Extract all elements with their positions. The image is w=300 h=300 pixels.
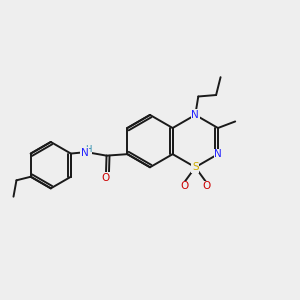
Text: O: O — [180, 181, 188, 191]
Text: N: N — [191, 110, 199, 120]
Text: N: N — [81, 148, 89, 158]
Text: N: N — [214, 149, 222, 159]
Text: S: S — [192, 162, 199, 172]
Text: H: H — [85, 145, 92, 154]
Text: O: O — [102, 173, 110, 183]
Text: O: O — [202, 181, 211, 191]
